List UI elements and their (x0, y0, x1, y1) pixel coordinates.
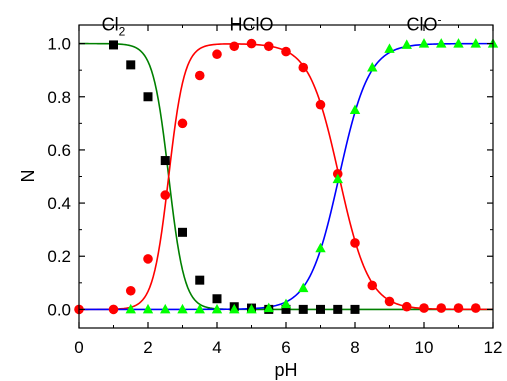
data-point-series-1 (384, 296, 395, 307)
data-point-series-2 (194, 303, 205, 314)
data-point-series-0 (298, 304, 308, 314)
y-tick-labels: 0.0 0.2 0.4 0.6 0.8 1.0 (47, 35, 71, 320)
y-tick-label: 0.6 (47, 141, 71, 160)
data-point-series-1 (470, 303, 481, 313)
data-point-series-0 (350, 304, 360, 314)
data-point-series-0 (160, 156, 170, 166)
data-point-series-2 (384, 43, 395, 53)
data-markers (74, 38, 499, 315)
data-point-series-1 (298, 62, 309, 73)
data-point-series-2 (453, 38, 464, 48)
y-tick-label: 0.0 (47, 300, 71, 319)
data-point-series-1 (419, 303, 429, 313)
data-point-series-2 (436, 38, 447, 48)
y-tick-label: 0.2 (47, 247, 71, 266)
data-point-series-2 (263, 302, 274, 313)
x-tick-label: 10 (415, 338, 434, 357)
data-point-series-1 (263, 41, 274, 52)
curve-clo (79, 42, 494, 311)
data-point-series-2 (246, 303, 257, 314)
fitted-curves (79, 42, 494, 311)
data-point-series-0 (281, 304, 291, 314)
data-point-series-1 (108, 304, 119, 315)
data-point-series-1 (453, 303, 464, 313)
x-tick-label: 8 (350, 338, 359, 357)
data-point-series-0 (195, 275, 205, 285)
x-tick-label: 4 (212, 338, 221, 357)
curve-cl2 (79, 42, 493, 311)
data-point-series-2 (160, 303, 171, 314)
data-point-series-2 (418, 38, 430, 48)
curve-hclo (79, 43, 494, 311)
axis-ticks (78, 25, 494, 328)
data-point-series-1 (246, 38, 257, 49)
data-point-series-2 (125, 303, 136, 314)
species-label: ClO- (407, 13, 442, 35)
data-point-series-1 (315, 99, 326, 110)
x-tick-label: 12 (484, 338, 503, 357)
x-tick-label: 6 (281, 338, 290, 357)
x-tick-label: 2 (143, 338, 152, 357)
x-tick-label: 0 (74, 338, 83, 357)
data-point-series-2 (211, 303, 223, 314)
y-tick-label: 0.8 (47, 88, 71, 107)
data-point-series-1 (194, 70, 205, 81)
data-point-series-1 (350, 238, 360, 248)
data-point-series-2 (280, 298, 292, 309)
x-axis-title: pH (274, 360, 297, 380)
plot-frame (78, 24, 494, 329)
y-tick-label: 0.4 (47, 194, 71, 213)
data-point-series-1 (177, 118, 188, 129)
data-point-series-2 (367, 62, 378, 72)
data-point-series-1 (143, 254, 153, 264)
data-point-series-2 (349, 104, 361, 115)
data-point-series-0 (212, 294, 222, 304)
data-point-series-1 (367, 280, 378, 291)
data-point-series-2 (470, 38, 481, 48)
data-point-series-1 (401, 301, 412, 312)
species-label: Cl2 (102, 15, 126, 39)
data-point-series-2 (401, 39, 412, 49)
y-tick-label: 1.0 (47, 35, 71, 54)
data-point-series-1 (281, 46, 291, 57)
data-point-series-1 (229, 41, 240, 52)
y-axis-title: N (18, 170, 38, 183)
data-point-series-2 (332, 173, 343, 184)
data-point-series-1 (212, 49, 222, 60)
species-label: HClO (230, 15, 274, 35)
species-labels: Cl2 HClO ClO- (102, 13, 442, 39)
data-point-series-0 (126, 60, 136, 70)
data-point-series-2 (177, 303, 188, 314)
data-point-series-1 (125, 285, 136, 296)
data-point-series-0 (178, 227, 187, 237)
x-tick-labels: 0 2 4 6 8 10 12 (74, 338, 502, 357)
data-point-series-2 (229, 303, 240, 314)
data-point-series-1 (160, 190, 171, 200)
data-point-series-0 (143, 92, 153, 102)
data-point-series-1 (436, 303, 447, 313)
data-point-series-0 (316, 304, 325, 314)
data-point-series-2 (142, 303, 154, 314)
data-point-series-0 (109, 40, 118, 50)
data-point-series-2 (315, 242, 326, 253)
data-point-series-0 (333, 304, 343, 314)
data-point-series-2 (298, 282, 309, 293)
